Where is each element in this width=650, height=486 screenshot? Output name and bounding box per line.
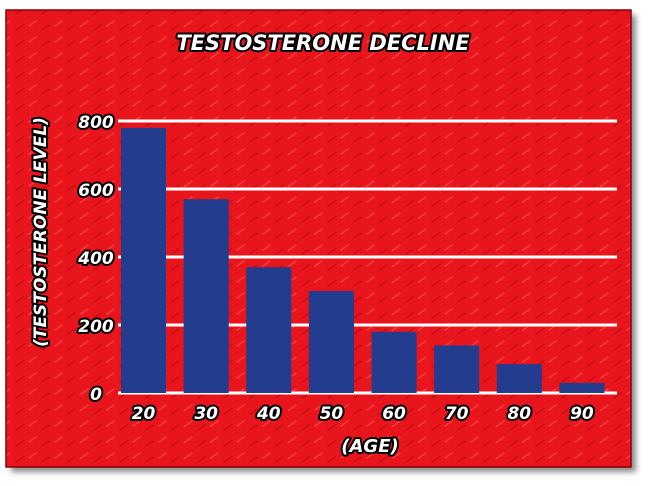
y-axis-ticks: 0 200 400 600 800 (75, 111, 116, 407)
bar (496, 364, 542, 393)
bar (371, 331, 417, 393)
y-tick-label: 800 (78, 113, 114, 133)
x-tick-label: 50 (320, 404, 344, 424)
x-axis-ticks: 20 30 40 50 60 70 80 90 (130, 402, 596, 426)
bar (308, 291, 354, 393)
x-tick-label: 30 (194, 404, 218, 424)
y-tick-label: 600 (78, 181, 114, 201)
chart-panel (5, 9, 632, 468)
x-tick-label: 90 (570, 404, 594, 424)
bar (183, 199, 229, 393)
x-tick-label: 20 (132, 404, 156, 424)
chart-title: TESTOSTERONE DECLINE (176, 31, 470, 55)
x-tick-label: 80 (507, 404, 531, 424)
y-tick-label: 400 (77, 249, 114, 269)
bar (434, 345, 480, 393)
bar (121, 127, 167, 394)
bar (559, 382, 605, 393)
x-axis-label: (AGE) (341, 436, 398, 457)
bars (121, 127, 605, 394)
x-tick-label: 60 (382, 404, 406, 424)
x-tick-label: 70 (445, 404, 469, 424)
y-tick-label: 0 (90, 385, 102, 405)
chart-border (5, 9, 632, 468)
y-tick-label: 200 (78, 317, 114, 337)
y-axis-label: (TESTOSTERONE LEVEL) (31, 117, 51, 347)
bar (246, 267, 292, 393)
x-tick-label: 40 (256, 404, 281, 424)
